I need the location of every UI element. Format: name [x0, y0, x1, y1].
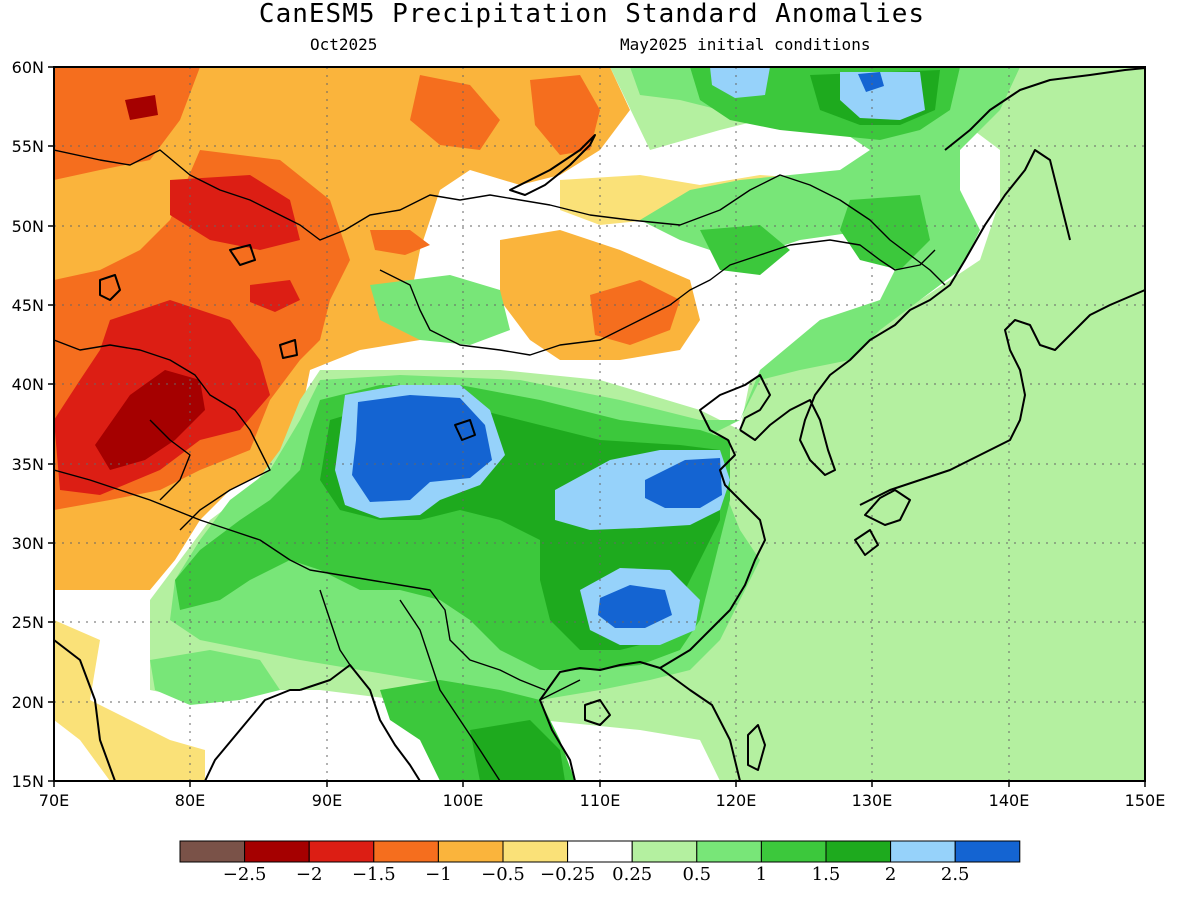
colorbar-swatch [437, 840, 504, 863]
colorbar-label: −1 [425, 864, 452, 885]
lat-label: 50N [12, 217, 44, 236]
lon-label: 120E [716, 791, 757, 810]
lon-label: 150E [1125, 791, 1166, 810]
colorbar-label: −2.5 [223, 864, 267, 885]
colorbar-label: −0.25 [540, 864, 595, 885]
dry-yellow-india [54, 620, 205, 781]
wet-light-india [150, 650, 280, 705]
country-borders [54, 149, 946, 781]
lat-label: 40N [12, 375, 44, 394]
map-title: CanESM5 Precipitation Standard Anomalies [259, 0, 925, 29]
colorbar-legend: −2.5 −2 −1.5 −1 −0.5 −0.25 0.25 0.5 1 1.5 2 2.5 [179, 840, 1021, 885]
forecast-month-label: Oct2025 [310, 35, 377, 54]
lat-label: 25N [12, 613, 44, 632]
colorbar-label: −2 [296, 864, 323, 885]
colorbar-swatch [179, 840, 246, 863]
lon-label: 70E [39, 791, 69, 810]
longitude-labels: 70E 80E 90E 100E 110E 120E 130E 140E 150… [39, 791, 1166, 810]
colorbar-label: 2 [885, 864, 896, 885]
colorbar-label: −1.5 [352, 864, 396, 885]
dry-strong-region [95, 95, 205, 470]
colorbar-swatch [890, 840, 956, 863]
colorbar-label: 0.5 [682, 864, 711, 885]
dry-orange-central [370, 230, 430, 255]
lon-label: 110E [580, 791, 621, 810]
colorbar-swatch [308, 840, 375, 863]
dry-orange-mongolia [590, 280, 680, 345]
colorbar-label: −0.5 [481, 864, 525, 885]
dry-orange-north [410, 75, 600, 155]
lon-label: 80E [175, 791, 205, 810]
map-plot-area [54, 67, 1145, 781]
wet-light-mongolia [370, 275, 510, 345]
colorbar-labels: −2.5 −2 −1.5 −1 −0.5 −0.25 0.25 0.5 1 1.5 2 2.5 [223, 864, 970, 885]
colorbar-label: 1.5 [812, 864, 841, 885]
lon-label: 130E [852, 791, 893, 810]
dry-red-small [250, 280, 300, 312]
colorbar-swatch [760, 840, 827, 863]
colorbar-label: 2.5 [941, 864, 970, 885]
colorbar-swatch [502, 840, 569, 863]
colorbar-swatch [244, 840, 310, 863]
initial-conditions-label: May2025 initial conditions [620, 35, 870, 54]
colorbar-swatch [825, 840, 892, 863]
lat-label: 35N [12, 455, 44, 474]
colorbar-label: 0.25 [612, 864, 652, 885]
lat-label: 60N [12, 58, 44, 77]
lat-label: 45N [12, 296, 44, 315]
lon-label: 140E [989, 791, 1030, 810]
coastlines [54, 67, 1145, 781]
lon-label: 90E [312, 791, 342, 810]
lat-label: 55N [12, 137, 44, 156]
colorbar-boxes [179, 840, 1021, 863]
wet-dark-se-asia [470, 720, 565, 781]
lat-label: 15N [12, 772, 44, 791]
colorbar-swatch [373, 840, 439, 863]
colorbar-swatch [567, 840, 633, 863]
axis-tick-marks [48, 66, 1146, 787]
lat-label: 20N [12, 693, 44, 712]
colorbar-swatch [631, 840, 698, 863]
lat-label: 30N [12, 534, 44, 553]
graticule [54, 67, 1145, 781]
anomaly-shading [54, 67, 1145, 781]
colorbar-label: 1 [756, 864, 767, 885]
latitude-labels: 60N 55N 50N 45N 40N 35N 30N 25N 20N 15N [12, 58, 44, 791]
colorbar-swatch [954, 840, 1021, 863]
colorbar-swatch [696, 840, 762, 863]
lon-label: 100E [443, 791, 484, 810]
